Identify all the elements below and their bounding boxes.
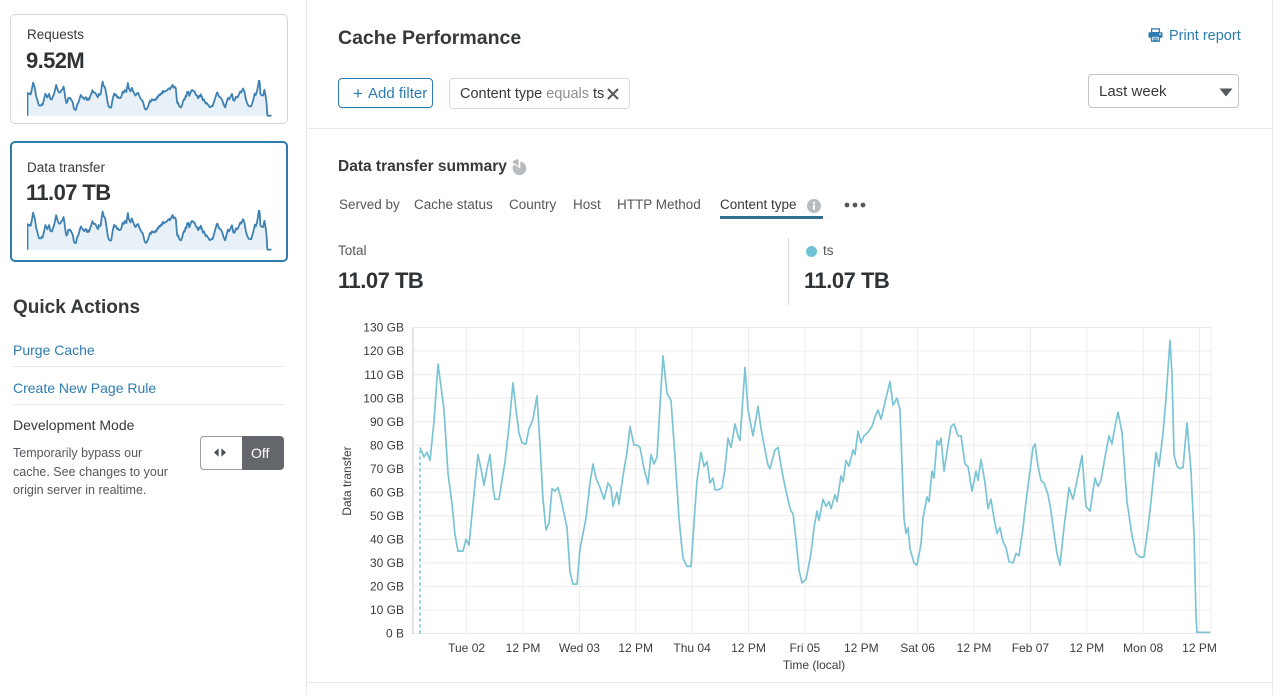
svg-text:60 GB: 60 GB xyxy=(370,486,404,500)
svg-text:Wed 03: Wed 03 xyxy=(559,641,600,655)
svg-text:50 GB: 50 GB xyxy=(370,509,404,523)
svg-text:40 GB: 40 GB xyxy=(370,533,404,547)
svg-text:90 GB: 90 GB xyxy=(370,415,404,429)
svg-text:Fri 05: Fri 05 xyxy=(790,641,821,655)
svg-text:12 PM: 12 PM xyxy=(1069,641,1104,655)
svg-text:12 PM: 12 PM xyxy=(1182,641,1217,655)
svg-text:12 PM: 12 PM xyxy=(957,641,992,655)
svg-text:110 GB: 110 GB xyxy=(364,368,404,382)
svg-text:12 PM: 12 PM xyxy=(506,641,541,655)
svg-text:80 GB: 80 GB xyxy=(370,438,404,452)
svg-text:30 GB: 30 GB xyxy=(370,556,404,570)
svg-text:12 PM: 12 PM xyxy=(618,641,653,655)
svg-text:Time (local): Time (local) xyxy=(783,658,845,672)
svg-text:Tue 02: Tue 02 xyxy=(448,641,485,655)
svg-text:Feb 07: Feb 07 xyxy=(1012,641,1050,655)
svg-text:10 GB: 10 GB xyxy=(370,603,404,617)
svg-text:Sat 06: Sat 06 xyxy=(900,641,935,655)
svg-text:20 GB: 20 GB xyxy=(370,580,404,594)
svg-text:130 GB: 130 GB xyxy=(363,321,404,335)
svg-text:0 B: 0 B xyxy=(386,627,404,641)
svg-text:Mon 08: Mon 08 xyxy=(1123,641,1163,655)
svg-text:Thu 04: Thu 04 xyxy=(673,641,711,655)
svg-text:12 PM: 12 PM xyxy=(731,641,766,655)
svg-text:Data transfer: Data transfer xyxy=(340,446,354,515)
svg-text:100 GB: 100 GB xyxy=(363,391,404,405)
svg-text:12 PM: 12 PM xyxy=(844,641,879,655)
svg-text:70 GB: 70 GB xyxy=(370,462,404,476)
svg-text:120 GB: 120 GB xyxy=(363,344,404,358)
